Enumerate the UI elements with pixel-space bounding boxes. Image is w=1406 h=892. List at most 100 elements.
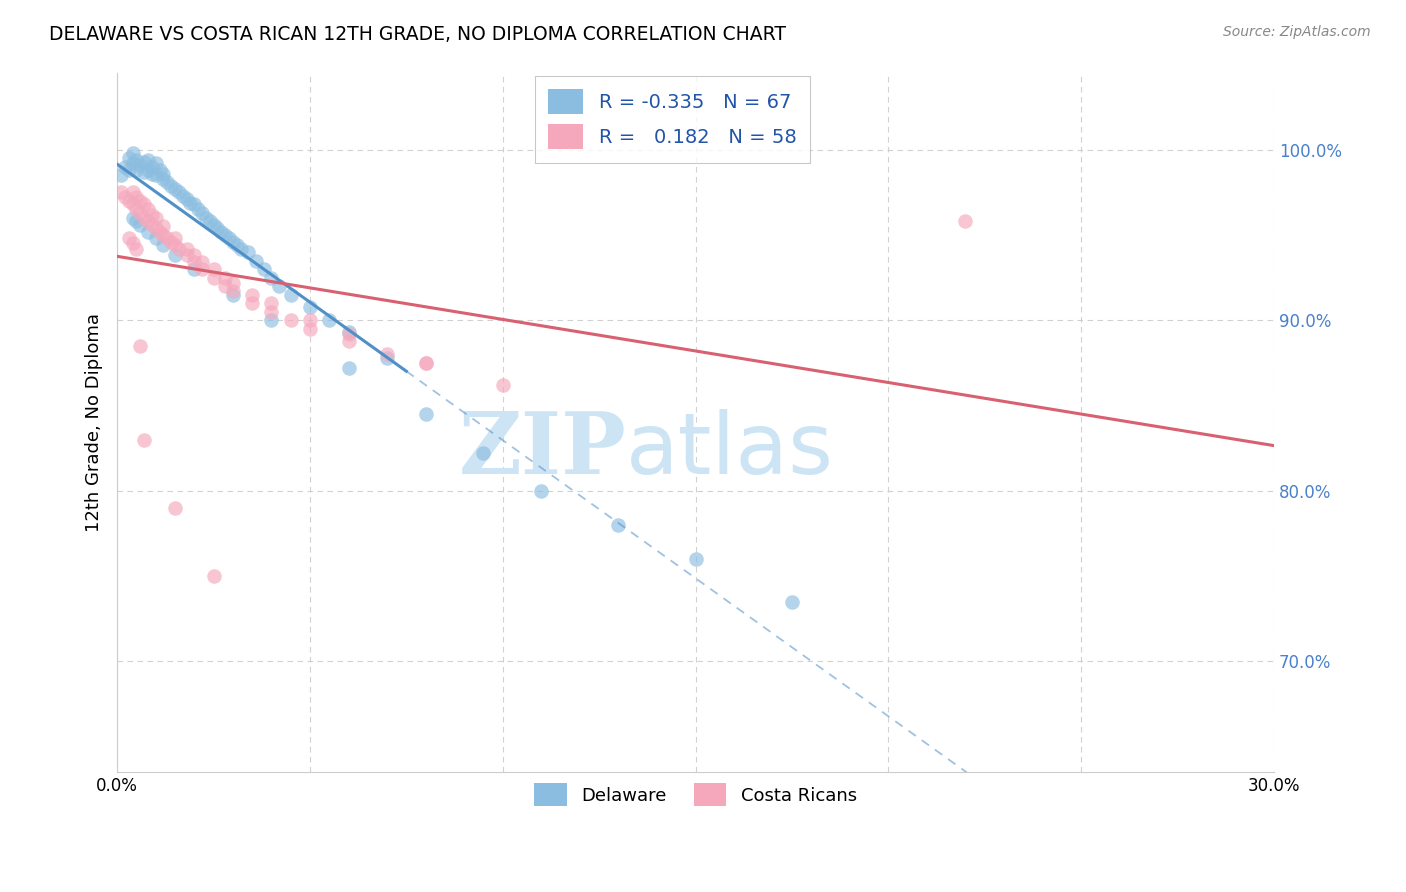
Point xyxy=(136,163,159,178)
Point xyxy=(110,186,132,200)
Point xyxy=(214,227,236,242)
Point xyxy=(253,262,276,277)
Point xyxy=(125,242,148,256)
Point xyxy=(238,245,260,260)
Point xyxy=(121,197,143,211)
Point xyxy=(260,313,283,327)
Point xyxy=(145,156,167,170)
Point xyxy=(191,262,214,277)
Point xyxy=(141,160,163,174)
Point xyxy=(298,322,321,336)
Point xyxy=(136,202,159,217)
Point xyxy=(260,296,283,310)
Point xyxy=(156,231,179,245)
Point xyxy=(160,178,183,193)
Point xyxy=(134,165,156,179)
Point xyxy=(207,221,229,235)
Point xyxy=(163,231,186,245)
Point xyxy=(415,407,437,421)
Point xyxy=(202,218,225,232)
Legend: Delaware, Costa Ricans: Delaware, Costa Ricans xyxy=(526,774,866,815)
Point xyxy=(121,156,143,170)
Point xyxy=(121,186,143,200)
Point xyxy=(337,326,360,341)
Point xyxy=(152,167,174,181)
Point xyxy=(160,235,183,249)
Point xyxy=(955,214,977,228)
Point xyxy=(337,361,360,376)
Point xyxy=(191,255,214,269)
Text: DELAWARE VS COSTA RICAN 12TH GRADE, NO DIPLOMA CORRELATION CHART: DELAWARE VS COSTA RICAN 12TH GRADE, NO D… xyxy=(49,25,786,44)
Point xyxy=(172,188,194,202)
Point xyxy=(163,238,186,252)
Point xyxy=(125,190,148,204)
Point xyxy=(187,202,209,217)
Point xyxy=(202,569,225,583)
Point xyxy=(167,242,190,256)
Point xyxy=(121,146,143,161)
Point xyxy=(222,276,245,290)
Point xyxy=(245,253,267,268)
Point xyxy=(134,433,156,447)
Point xyxy=(152,227,174,242)
Point xyxy=(240,296,263,310)
Point xyxy=(222,235,245,249)
Point xyxy=(129,194,152,208)
Point xyxy=(118,163,141,178)
Point xyxy=(149,225,172,239)
Point xyxy=(183,255,205,269)
Point xyxy=(218,231,240,245)
Point xyxy=(176,248,198,262)
Point xyxy=(134,211,156,225)
Point xyxy=(415,356,437,370)
Point xyxy=(136,225,159,239)
Point xyxy=(214,270,236,285)
Point xyxy=(129,206,152,220)
Point xyxy=(134,154,156,169)
Point xyxy=(121,236,143,251)
Point xyxy=(141,207,163,221)
Point xyxy=(152,238,174,252)
Point xyxy=(280,313,302,327)
Point xyxy=(125,153,148,167)
Point xyxy=(229,242,252,256)
Point xyxy=(167,186,190,200)
Point xyxy=(375,351,398,365)
Point xyxy=(121,211,143,225)
Y-axis label: 12th Grade, No Diploma: 12th Grade, No Diploma xyxy=(86,313,103,532)
Point xyxy=(209,225,232,239)
Point xyxy=(110,169,132,183)
Point xyxy=(125,202,148,217)
Point xyxy=(136,214,159,228)
Point xyxy=(136,153,159,167)
Point xyxy=(375,347,398,361)
Point xyxy=(114,160,136,174)
Point xyxy=(129,339,152,353)
Point xyxy=(194,211,217,225)
Point xyxy=(240,287,263,301)
Point xyxy=(156,175,179,189)
Point xyxy=(125,214,148,228)
Point xyxy=(472,446,495,460)
Point xyxy=(134,197,156,211)
Point xyxy=(152,219,174,234)
Point xyxy=(183,262,205,277)
Point xyxy=(183,197,205,211)
Point xyxy=(530,483,553,498)
Point xyxy=(298,313,321,327)
Point xyxy=(176,242,198,256)
Point xyxy=(198,214,221,228)
Point xyxy=(222,284,245,298)
Point xyxy=(337,325,360,339)
Point xyxy=(176,192,198,206)
Point xyxy=(145,221,167,235)
Point xyxy=(202,270,225,285)
Point xyxy=(202,262,225,277)
Point xyxy=(225,238,247,252)
Point xyxy=(318,313,340,327)
Point xyxy=(163,248,186,262)
Point xyxy=(152,171,174,186)
Point xyxy=(145,169,167,183)
Point xyxy=(260,270,283,285)
Point xyxy=(118,151,141,165)
